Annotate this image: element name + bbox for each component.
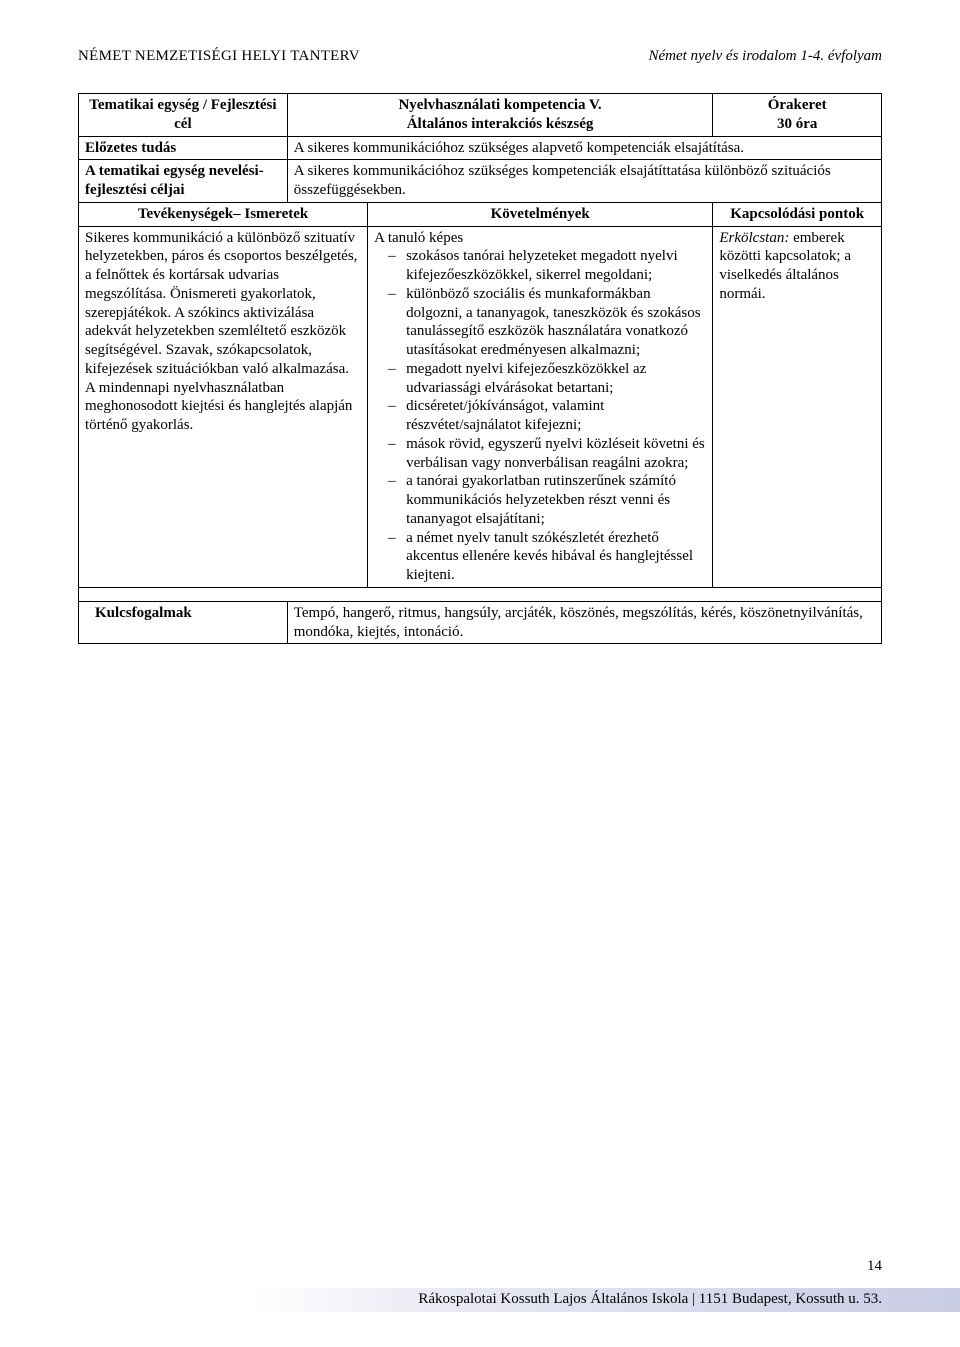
goals-text: A sikeres kommunikációhoz szükséges komp… bbox=[287, 160, 881, 203]
links-subject: Erkölcstan: bbox=[719, 230, 789, 246]
requirement-item: mások rövid, egyszerű nyelvi közléseit k… bbox=[388, 435, 706, 473]
requirement-item: különböző szociális és munkaformákban do… bbox=[388, 285, 706, 360]
requirement-item: dicséretet/jókívánságot, valamint részvé… bbox=[388, 397, 706, 435]
table-row bbox=[79, 587, 882, 601]
activities-text: Sikeres kommunikáció a különböző szituat… bbox=[79, 226, 368, 587]
prior-knowledge-text: A sikeres kommunikációhoz szükséges alap… bbox=[287, 136, 881, 160]
curriculum-table: Tematikai egység / Fejlesztési cél Nyelv… bbox=[78, 93, 882, 644]
page-header: NÉMET NEMZETISÉGI HELYI TANTERV Német ny… bbox=[78, 48, 882, 65]
requirement-item: a német nyelv tanult szókészletét érezhe… bbox=[388, 529, 706, 585]
header-right: Német nyelv és irodalom 1-4. évfolyam bbox=[648, 48, 882, 65]
goals-label: A tematikai egység nevelési-fejlesztési … bbox=[79, 160, 288, 203]
requirements-cell: A tanuló képes szokásos tanórai helyzete… bbox=[368, 226, 713, 587]
links-cell: Erkölcstan: emberek közötti kapcsolatok;… bbox=[713, 226, 882, 587]
hours-label: Órakeret bbox=[768, 97, 827, 113]
unit-label: Tematikai egység / Fejlesztési cél bbox=[79, 94, 288, 137]
table-row: Sikeres kommunikáció a különböző szituat… bbox=[79, 226, 882, 587]
table-row: Tematikai egység / Fejlesztési cél Nyelv… bbox=[79, 94, 882, 137]
unit-title-cell: Nyelvhasználati kompetencia V. Általános… bbox=[287, 94, 713, 137]
requirement-item: a tanórai gyakorlatban rutinszerűnek szá… bbox=[388, 472, 706, 528]
keywords-label: Kulcsfogalmak bbox=[79, 601, 288, 644]
requirement-item: megadott nyelvi kifejezőeszközökkel az u… bbox=[388, 360, 706, 398]
table-row: Tevékenységek– Ismeretek Követelmények K… bbox=[79, 202, 882, 226]
requirements-label: Követelmények bbox=[368, 202, 713, 226]
table-row: A tematikai egység nevelési-fejlesztési … bbox=[79, 160, 882, 203]
table-row: Előzetes tudás A sikeres kommunikációhoz… bbox=[79, 136, 882, 160]
unit-subtitle: Általános interakciós készség bbox=[407, 116, 594, 132]
spacer-cell bbox=[79, 587, 882, 601]
footer-text: Rákospalotai Kossuth Lajos Általános Isk… bbox=[418, 1291, 882, 1308]
activities-paragraph: Sikeres kommunikáció a különböző szituat… bbox=[85, 229, 361, 379]
activities-paragraph: A mindennapi nyelvhasználatban meghonoso… bbox=[85, 379, 361, 435]
activities-label: Tevékenységek– Ismeretek bbox=[79, 202, 368, 226]
header-left: NÉMET NEMZETISÉGI HELYI TANTERV bbox=[78, 48, 360, 65]
hours-value: 30 óra bbox=[777, 116, 817, 132]
requirements-list: szokásos tanórai helyzeteket megadott ny… bbox=[388, 247, 706, 585]
hours-cell: Órakeret 30 óra bbox=[713, 94, 882, 137]
requirements-intro: A tanuló képes bbox=[374, 230, 463, 246]
links-label: Kapcsolódási pontok bbox=[713, 202, 882, 226]
table-row: Kulcsfogalmak Tempó, hangerő, ritmus, ha… bbox=[79, 601, 882, 644]
page-number: 14 bbox=[867, 1258, 882, 1275]
keywords-text: Tempó, hangerő, ritmus, hangsúly, arcját… bbox=[287, 601, 881, 644]
keywords-label-text: Kulcsfogalmak bbox=[85, 604, 281, 623]
unit-title: Nyelvhasználati kompetencia V. bbox=[398, 97, 601, 113]
prior-knowledge-label: Előzetes tudás bbox=[79, 136, 288, 160]
requirement-item: szokásos tanórai helyzeteket megadott ny… bbox=[388, 247, 706, 285]
